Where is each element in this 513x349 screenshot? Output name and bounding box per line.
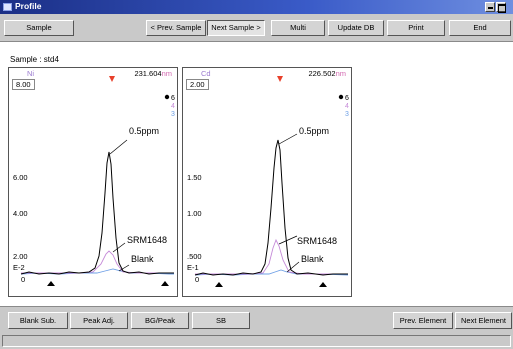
y-scale-top[interactable]: 2.00 — [186, 79, 209, 90]
y-tick: 2.00 — [13, 252, 28, 261]
zero-label: 0 — [195, 275, 199, 284]
trace-srm1648 — [195, 238, 348, 275]
blank-label: Blank — [301, 254, 324, 264]
bg-peak-button[interactable]: BG/Peak — [131, 312, 189, 329]
spectrum-plot-cd: 0.5ppm SRM1648 Blank 1.50 1.00 .500 E-1 … — [187, 76, 349, 287]
y-scale-top[interactable]: 8.00 — [12, 79, 35, 90]
legend-3: 3 — [345, 111, 349, 118]
trace-05ppm — [194, 139, 348, 276]
end-button[interactable]: End — [449, 20, 511, 36]
profile-area: Sample : std4 0.5ppm SRM1648 Blank 6.00 … — [0, 43, 513, 305]
legend-dot-icon — [164, 94, 170, 100]
y-tick: 1.00 — [187, 209, 202, 218]
title-bar: Profile — [0, 0, 513, 14]
blank-sub-button[interactable]: Blank Sub. — [8, 312, 68, 329]
next-element-button[interactable]: Next Element — [455, 312, 512, 329]
wavelength-value: 226.502 — [308, 69, 336, 78]
element-label: Cd — [201, 69, 211, 78]
sb-button[interactable]: SB — [192, 312, 250, 329]
legend-6: 6 — [345, 95, 349, 102]
element-panel-ni[interactable]: 0.5ppm SRM1648 Blank 6.00 4.00 2.00 E-2 … — [8, 67, 178, 297]
peak-adj-button[interactable]: Peak Adj. — [70, 312, 128, 329]
spectrum-plot-ni: 0.5ppm SRM1648 Blank 6.00 4.00 2.00 E-2 … — [13, 76, 175, 286]
blank-label: Blank — [131, 254, 154, 264]
y-tick: .500 — [187, 252, 202, 261]
wavelength-unit: nm — [335, 69, 346, 78]
toolbar: Sample < Prev. Sample Next Sample > Mult… — [0, 14, 513, 42]
element-label: Ni — [27, 69, 35, 78]
peak-marker-icon — [277, 76, 283, 82]
baseline-marker-icon — [319, 282, 327, 287]
legend-dot-icon — [338, 94, 344, 100]
update-db-button[interactable]: Update DB — [328, 20, 384, 36]
trace-05ppm — [20, 151, 174, 275]
prev-element-button[interactable]: Prev. Element — [393, 312, 453, 329]
bottom-toolbar: Blank Sub. Peak Adj. BG/Peak SB Prev. El… — [0, 306, 513, 349]
window-title: Profile — [15, 1, 42, 11]
legend-3: 3 — [171, 111, 175, 118]
y-tick: 6.00 — [13, 173, 28, 182]
srm-label: SRM1648 — [127, 235, 167, 245]
exponent-label: E-2 — [13, 263, 25, 272]
app-icon — [3, 3, 12, 11]
wavelength-unit: nm — [161, 69, 172, 78]
sample-label: Sample : std4 — [10, 55, 59, 64]
y-tick: 4.00 — [13, 209, 28, 218]
baseline-marker-icon — [161, 281, 169, 286]
maximize-button[interactable] — [496, 2, 506, 13]
legend-4: 4 — [171, 103, 175, 110]
y-tick: 1.50 — [187, 173, 202, 182]
sample-button[interactable]: Sample — [4, 20, 74, 36]
legend-6: 6 — [171, 95, 175, 102]
element-panel-cd[interactable]: 0.5ppm SRM1648 Blank 1.50 1.00 .500 E-1 … — [182, 67, 352, 297]
print-button[interactable]: Print — [387, 20, 445, 36]
baseline-marker-icon — [215, 282, 223, 287]
wavelength-value: 231.604 — [134, 69, 162, 78]
zero-label: 0 — [21, 275, 25, 284]
peak-label: 0.5ppm — [299, 126, 329, 136]
baseline-marker-icon — [47, 281, 55, 286]
multi-button[interactable]: Multi — [271, 20, 325, 36]
legend-4: 4 — [345, 103, 349, 110]
status-bar — [2, 335, 511, 347]
srm-label: SRM1648 — [297, 236, 337, 246]
exponent-label: E-1 — [187, 263, 199, 272]
next-sample-button[interactable]: Next Sample > — [207, 20, 265, 36]
peak-label: 0.5ppm — [129, 126, 159, 136]
wavelength-label: 226.502nm — [308, 69, 346, 78]
wavelength-label: 231.604nm — [134, 69, 172, 78]
minimize-button[interactable] — [485, 2, 495, 12]
peak-marker-icon — [109, 76, 115, 82]
prev-sample-button[interactable]: < Prev. Sample — [146, 20, 206, 36]
